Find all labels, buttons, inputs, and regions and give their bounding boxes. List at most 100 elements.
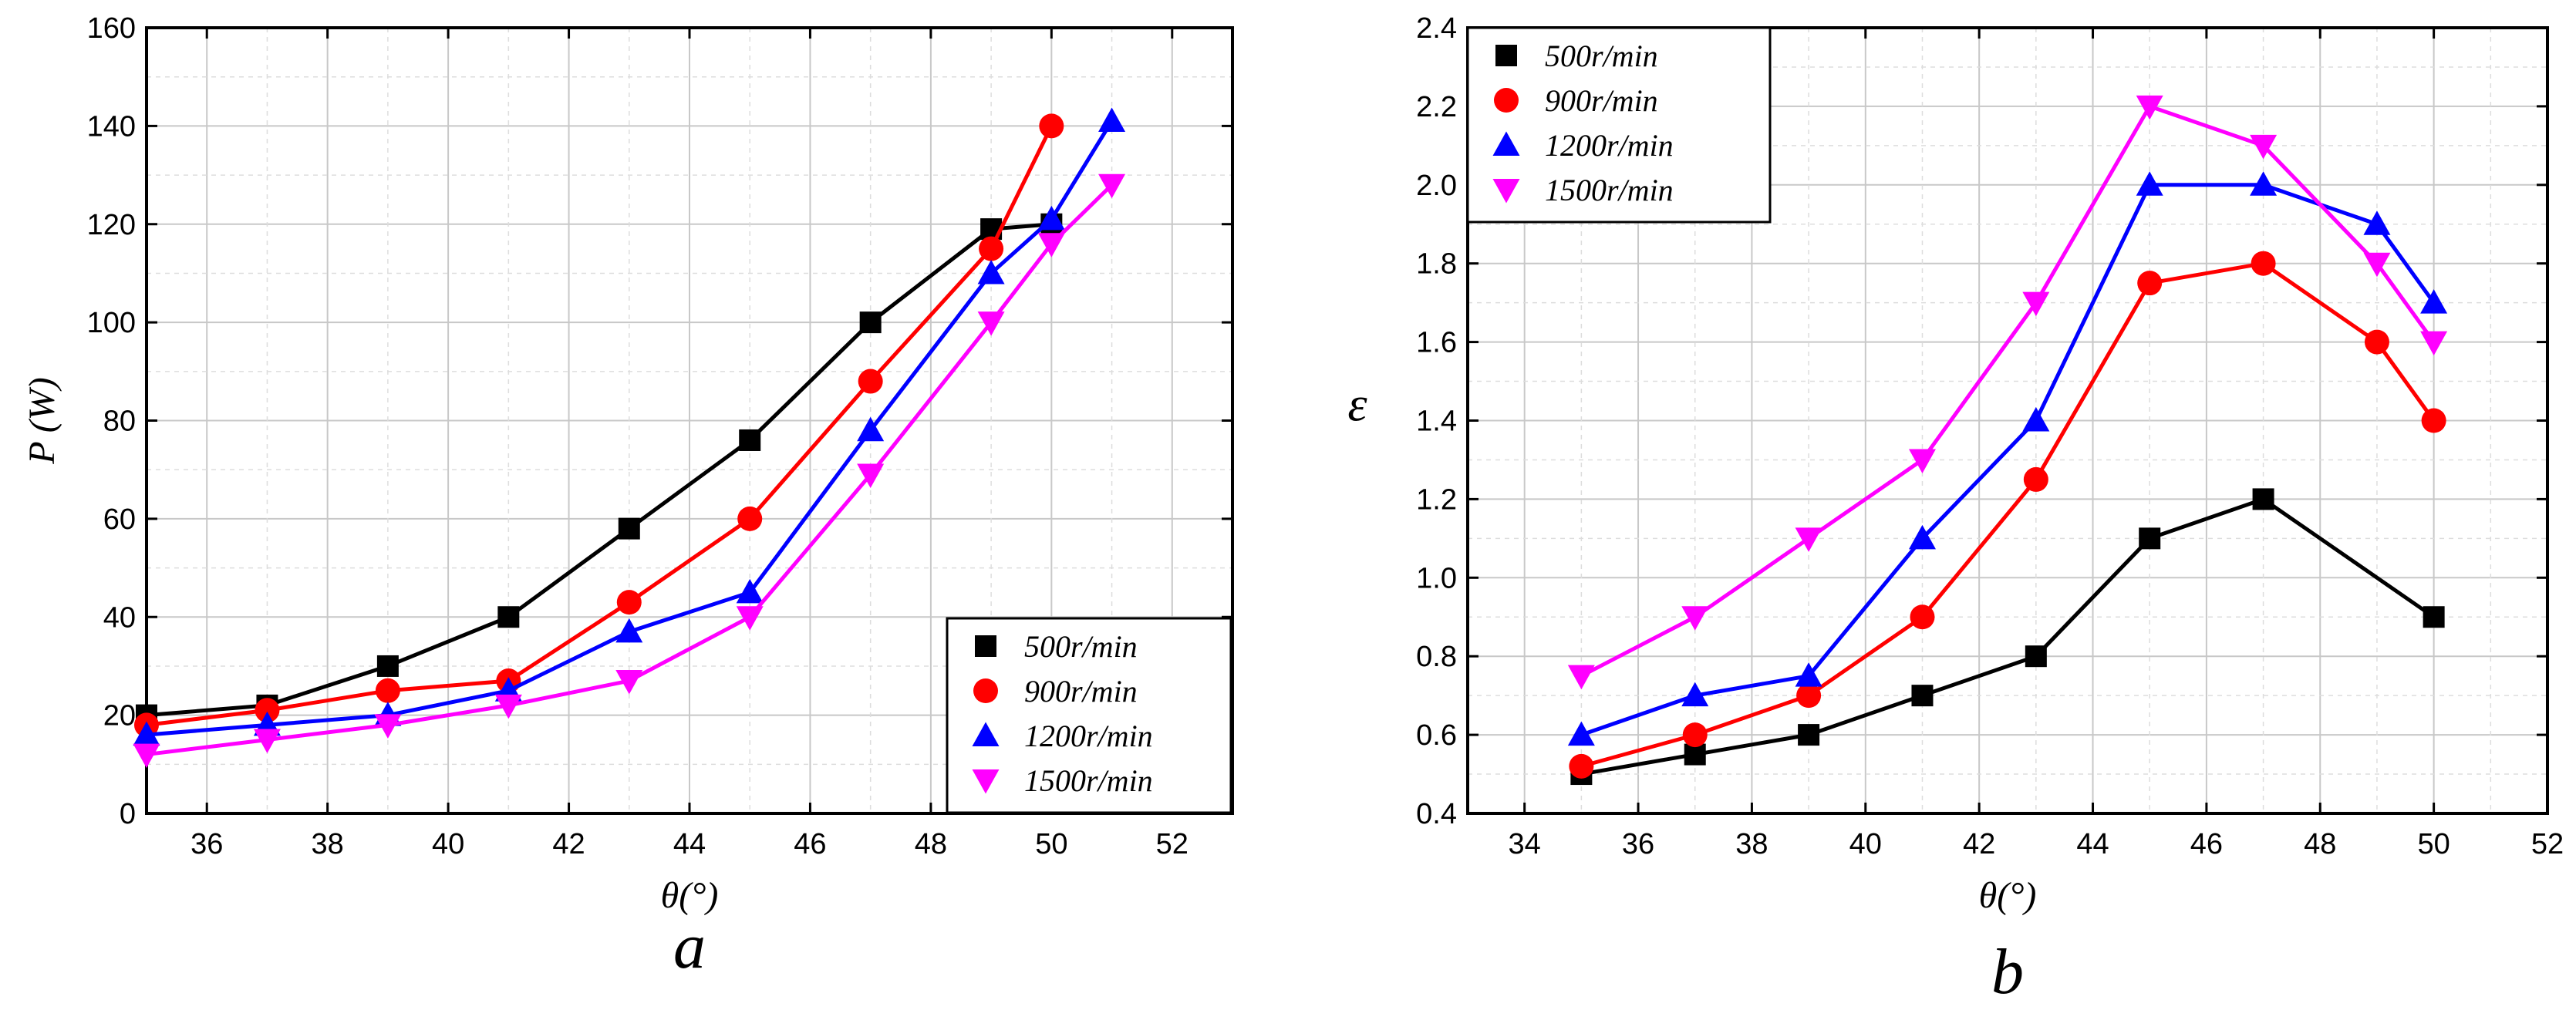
data-point bbox=[858, 369, 883, 394]
data-point bbox=[2420, 331, 2448, 356]
x-tick-label: 44 bbox=[673, 828, 706, 860]
data-point bbox=[2421, 408, 2446, 433]
data-point bbox=[2025, 645, 2047, 668]
legend-label: 1500r/min bbox=[1024, 763, 1153, 798]
data-point bbox=[494, 694, 522, 719]
data-point bbox=[1037, 233, 1065, 258]
data-point bbox=[1682, 722, 1708, 748]
legend-label: 1500r/min bbox=[1545, 173, 1674, 207]
x-tick-label: 40 bbox=[1849, 828, 1882, 860]
x-tick-label: 36 bbox=[1622, 828, 1654, 860]
y-tick-label: 0.8 bbox=[1416, 641, 1457, 673]
data-point bbox=[2023, 466, 2048, 492]
data-point bbox=[1039, 113, 1064, 139]
data-point bbox=[857, 416, 885, 442]
y-tick-label: 20 bbox=[103, 700, 136, 732]
data-point bbox=[497, 606, 520, 628]
data-point bbox=[1908, 524, 1936, 550]
legend-label: 900r/min bbox=[1545, 83, 1658, 118]
x-tick-label: 48 bbox=[915, 828, 947, 860]
y-tick-label: 80 bbox=[103, 406, 136, 438]
legend-marker bbox=[972, 769, 1000, 794]
legend-marker bbox=[975, 635, 996, 657]
y-tick-label: 0.4 bbox=[1416, 798, 1457, 830]
data-point bbox=[1910, 604, 1935, 630]
data-point bbox=[2139, 527, 2161, 550]
data-point bbox=[2364, 329, 2389, 355]
series-line bbox=[146, 183, 1114, 757]
data-point bbox=[253, 729, 281, 753]
data-point bbox=[1567, 665, 1595, 690]
x-axis-title: θ(°) bbox=[661, 875, 719, 916]
data-point bbox=[1798, 724, 1820, 746]
y-tick-label: 1.2 bbox=[1416, 483, 1457, 516]
y-tick-label: 1.6 bbox=[1416, 327, 1457, 359]
y-tick-label: 140 bbox=[87, 110, 136, 143]
panel-label: a bbox=[673, 911, 706, 982]
data-point bbox=[1681, 606, 1709, 631]
x-tick-label: 38 bbox=[1735, 828, 1768, 860]
data-point bbox=[857, 463, 885, 489]
data-point bbox=[2420, 289, 2448, 314]
y-axis-title: P (W) bbox=[22, 377, 62, 464]
legend-label: 1200r/min bbox=[1545, 128, 1674, 163]
y-tick-label: 2.2 bbox=[1416, 91, 1457, 123]
data-point bbox=[1908, 449, 1936, 473]
y-tick-label: 1.4 bbox=[1416, 406, 1457, 438]
panel-label: b bbox=[1991, 936, 2024, 1008]
data-point bbox=[2137, 271, 2163, 296]
legend-box bbox=[1466, 26, 1772, 224]
legend-marker bbox=[1492, 131, 1520, 156]
x-tick-label: 44 bbox=[2076, 828, 2109, 860]
legend-label: 500r/min bbox=[1024, 629, 1138, 664]
data-point bbox=[737, 506, 763, 531]
y-tick-label: 0 bbox=[120, 798, 136, 830]
data-point bbox=[2136, 171, 2163, 196]
data-point bbox=[255, 698, 280, 723]
x-tick-label: 46 bbox=[794, 828, 826, 860]
data-point bbox=[2363, 252, 2391, 278]
y-axis-title: ε bbox=[1347, 377, 1367, 432]
data-point bbox=[736, 606, 764, 631]
x-tick-label: 42 bbox=[1963, 828, 1995, 860]
data-point bbox=[2423, 606, 2445, 628]
data-point bbox=[859, 311, 882, 334]
data-point bbox=[1684, 743, 1706, 766]
x-axis-title: θ(°) bbox=[1979, 875, 2037, 916]
chart-panel-b: 34 36 38 40 42 44 46 48 50 52 0.4 0.6 0.8 1.0 1.2 1.4 1.… bbox=[1347, 12, 2564, 1008]
data-point bbox=[615, 670, 643, 695]
x-tick-label: 46 bbox=[2190, 828, 2223, 860]
data-point bbox=[977, 311, 1005, 336]
x-tick-label: 40 bbox=[432, 828, 464, 860]
legend-marker bbox=[1492, 179, 1520, 204]
data-point bbox=[375, 678, 400, 703]
y-tick-label: 40 bbox=[103, 601, 136, 634]
data-point bbox=[2022, 291, 2050, 317]
y-tick-label: 60 bbox=[103, 503, 136, 536]
data-point bbox=[2363, 210, 2391, 235]
data-point bbox=[977, 259, 1005, 284]
data-point bbox=[2251, 251, 2276, 276]
data-point bbox=[376, 655, 399, 677]
y-tick-label: 160 bbox=[87, 12, 136, 45]
data-point bbox=[2250, 171, 2278, 196]
x-tick-label: 50 bbox=[2417, 828, 2450, 860]
y-tick-label: 2.4 bbox=[1416, 12, 1457, 45]
legend-marker bbox=[973, 678, 998, 703]
data-point bbox=[1911, 685, 1934, 707]
data-point bbox=[2250, 134, 2278, 160]
data-point bbox=[133, 721, 160, 746]
x-tick-label: 52 bbox=[1156, 828, 1189, 860]
y-tick-label: 1.8 bbox=[1416, 248, 1457, 281]
y-tick-label: 1.0 bbox=[1416, 562, 1457, 594]
series-line bbox=[146, 125, 1054, 727]
data-point bbox=[1796, 683, 1822, 709]
data-point bbox=[979, 236, 1004, 261]
series-line bbox=[1580, 497, 2436, 776]
legend-label: 1200r/min bbox=[1024, 719, 1153, 753]
data-point bbox=[739, 429, 761, 451]
data-point bbox=[2252, 488, 2274, 510]
data-point bbox=[374, 714, 402, 739]
data-point bbox=[1567, 721, 1595, 746]
